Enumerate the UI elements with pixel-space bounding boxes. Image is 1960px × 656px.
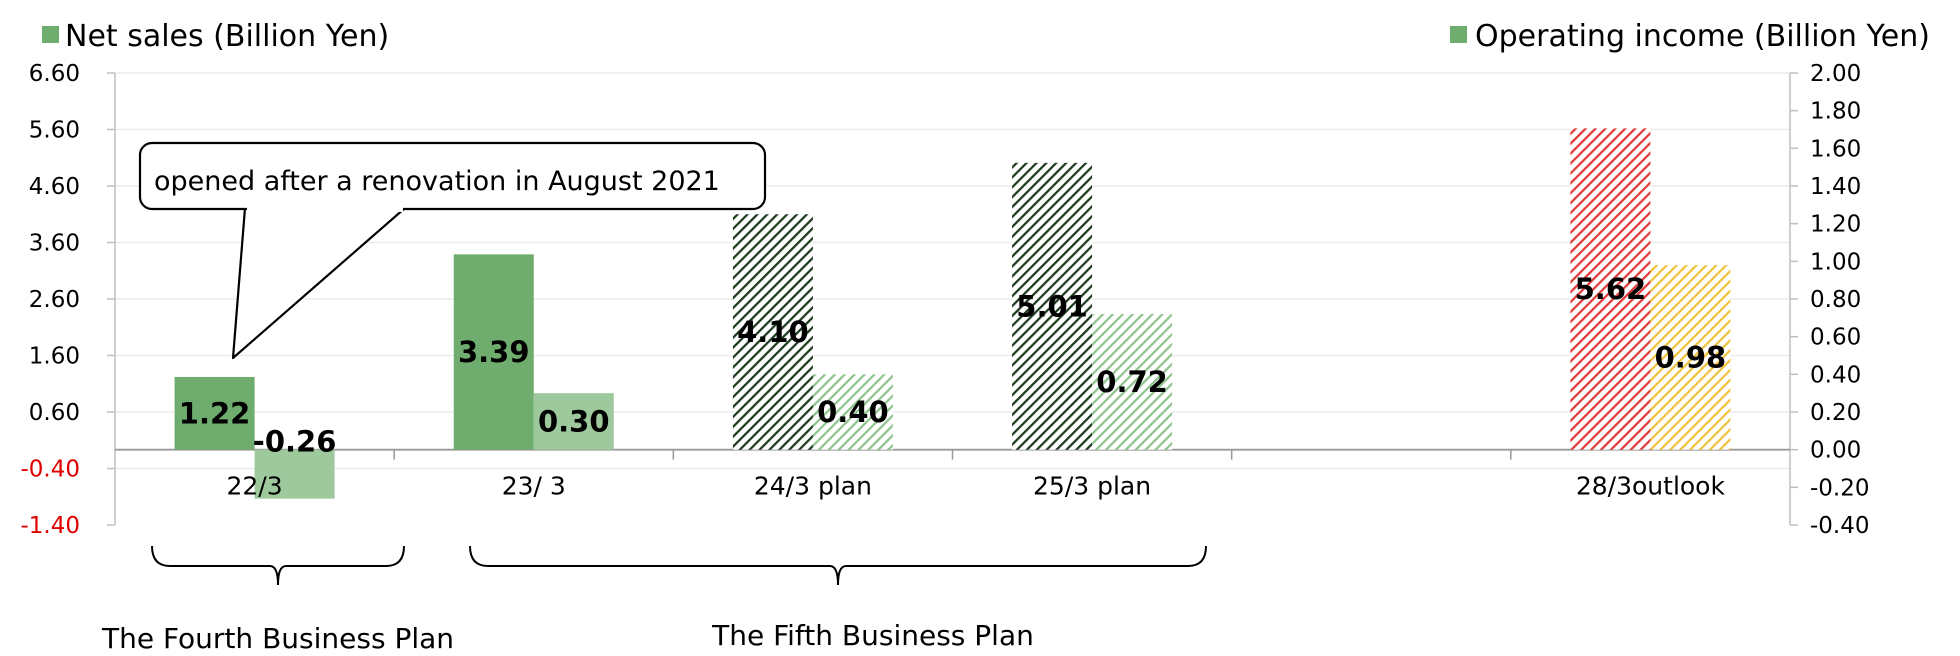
bar-operating-income xyxy=(1650,265,1731,450)
callout-joint-mask xyxy=(247,204,403,212)
bars xyxy=(174,128,1731,499)
bar-net-sales xyxy=(174,376,255,450)
bar-operating-income xyxy=(1092,314,1173,450)
data-label-operating-income: -0.26 xyxy=(253,425,337,459)
bracket-fourth-plan xyxy=(151,545,405,586)
left-axis-tick-label: 4.60 xyxy=(29,174,80,200)
legend-left-swatch xyxy=(42,26,59,43)
callout-box xyxy=(138,141,767,211)
bar-net-sales xyxy=(732,214,813,450)
right-axis-tick-label: 1.40 xyxy=(1810,174,1861,200)
left-axis-tick-label: 2.60 xyxy=(29,287,80,313)
data-label-operating-income: 0.98 xyxy=(1655,340,1727,374)
data-label-net-sales: 5.01 xyxy=(1016,289,1088,323)
bracket-fifth-plan xyxy=(469,545,1207,586)
callout-text: opened after a renovation in August 2021 xyxy=(154,166,720,197)
plan-label-fourth: The Fourth Business Plan xyxy=(101,622,454,655)
data-label-net-sales: 5.62 xyxy=(1575,272,1647,306)
left-axis-tick-label: -1.40 xyxy=(20,513,80,539)
category-label: 22/3 xyxy=(227,472,283,501)
bar-operating-income xyxy=(533,393,614,450)
bar-net-sales xyxy=(453,254,534,450)
right-axis-tick-label: 2.00 xyxy=(1810,61,1861,87)
right-axis-tick-label: 1.00 xyxy=(1810,249,1861,275)
left-axis-tick-label: 5.60 xyxy=(29,118,80,144)
right-axis-tick-label: 0.80 xyxy=(1810,287,1861,313)
data-labels: 1.22-0.26 22/3 3.39 0.30 23/ 3 4.10 0.40 24/3 p… xyxy=(179,272,1726,501)
data-label-operating-income: 0.40 xyxy=(817,395,889,429)
bar-net-sales xyxy=(1570,128,1651,450)
category-label: 23/ 3 xyxy=(502,472,566,501)
right-axis-tick-label: 1.80 xyxy=(1810,99,1861,125)
left-axis-tick-label: 1.60 xyxy=(29,344,80,370)
category-label: 28/3outlook xyxy=(1576,472,1726,501)
left-axis-tick-label: 6.60 xyxy=(29,61,80,87)
axes: 6.60 5.60 4.60 3.60 2.60 1.60 0.60 -0.40 -1.40 2.… xyxy=(20,61,1869,539)
data-label-operating-income: 0.72 xyxy=(1096,365,1168,399)
right-axis-tick-label: 0.00 xyxy=(1810,438,1861,464)
legend-right-label: Operating income (Billion Yen) xyxy=(1475,19,1930,54)
legend-left-label: Net sales (Billion Yen) xyxy=(65,19,389,54)
legend-right-swatch xyxy=(1450,26,1467,43)
right-axis-tick-label: 1.20 xyxy=(1810,212,1861,238)
data-label-net-sales: 3.39 xyxy=(458,335,530,369)
data-label-operating-income: 0.30 xyxy=(538,404,610,438)
data-label-net-sales: 4.10 xyxy=(737,315,809,349)
data-label-net-sales: 1.22 xyxy=(179,396,251,430)
category-label: 24/3 plan xyxy=(754,472,872,501)
bar-operating-income xyxy=(812,374,893,450)
right-axis-tick-label: 0.40 xyxy=(1810,362,1861,388)
right-axis-tick-label: 0.20 xyxy=(1810,400,1861,426)
right-axis-tick-label: -0.40 xyxy=(1810,513,1870,539)
right-axis-tick-label: 0.60 xyxy=(1810,325,1861,351)
left-axis-tick-label: -0.40 xyxy=(20,457,80,483)
right-axis-tick-label: -0.20 xyxy=(1810,475,1870,501)
category-label: 25/3 plan xyxy=(1033,472,1151,501)
left-axis-tick-label: 3.60 xyxy=(29,231,80,257)
gridlines xyxy=(115,72,1790,470)
callout-pointer xyxy=(231,207,406,360)
bar-net-sales xyxy=(1012,162,1093,450)
right-axis-tick-label: 1.60 xyxy=(1810,136,1861,162)
bar-operating-income xyxy=(254,449,335,499)
left-axis-tick-label: 0.60 xyxy=(29,400,80,426)
plan-label-fifth: The Fifth Business Plan xyxy=(711,619,1034,652)
